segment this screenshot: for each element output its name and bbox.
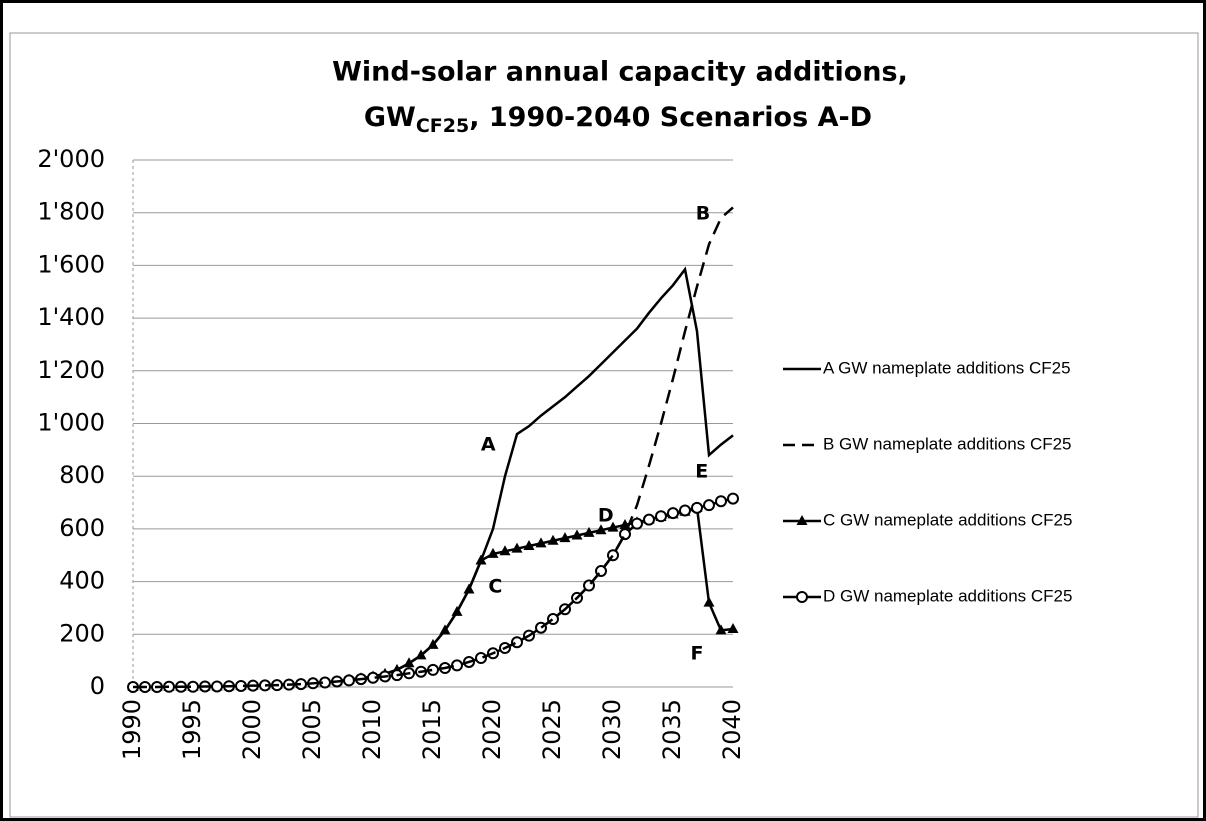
circle-marker (619, 528, 631, 541)
x-tick-label: 2010 (358, 699, 386, 760)
circle-marker (511, 636, 523, 649)
annotation: B (696, 203, 710, 225)
x-tick-label: 2005 (298, 699, 326, 760)
y-tick-label: 1'600 (37, 250, 105, 278)
triangle-marker (463, 583, 475, 594)
circle-marker (691, 501, 703, 514)
circle-marker (643, 513, 655, 526)
triangle-marker (523, 540, 535, 551)
triangle-marker (547, 534, 559, 545)
triangle-marker (559, 532, 571, 543)
x-tick-label: 2015 (418, 699, 446, 760)
x-tick-label: 2040 (718, 699, 746, 760)
triangle-marker (727, 623, 739, 634)
circle-marker (667, 507, 679, 520)
y-tick-label: 200 (59, 619, 105, 647)
y-tick-label: 800 (59, 461, 105, 489)
title-subscript: CF25 (416, 115, 469, 137)
triangle-marker (583, 526, 595, 537)
triangle-marker (499, 545, 511, 556)
circle-marker (715, 495, 727, 508)
triangle-marker (415, 649, 427, 660)
legend-label: A GW nameplate additions CF25 (823, 358, 1071, 377)
triangle-marker (511, 542, 523, 553)
circle-marker (679, 504, 691, 517)
annotation: E (695, 460, 708, 482)
legend-label: D GW nameplate additions CF25 (823, 586, 1072, 605)
annotation: A (481, 434, 496, 456)
x-tick-label: 1995 (178, 699, 206, 760)
y-tick-label: 2'000 (37, 145, 105, 173)
circle-marker (655, 510, 667, 523)
triangle-marker (607, 521, 619, 532)
circle-marker (475, 652, 487, 665)
x-tick-label: 2025 (538, 699, 566, 760)
x-tick-label: 2020 (478, 699, 506, 760)
triangle-marker (451, 605, 463, 616)
annotation: D (598, 504, 614, 526)
x-tick-label: 1990 (118, 699, 146, 760)
series-line (133, 206, 734, 689)
triangle-marker (427, 638, 439, 649)
chart-frame (9, 32, 1199, 818)
y-tick-label: 0 (90, 672, 105, 700)
circle-marker (727, 492, 739, 505)
triangle-marker (439, 624, 451, 635)
chart-title: Wind-solar annual capacity additions, (332, 57, 908, 88)
x-tick-label: 2000 (238, 699, 266, 760)
y-tick-label: 1'000 (37, 409, 105, 437)
annotation: C (488, 575, 502, 597)
x-tick-label: 2035 (658, 699, 686, 760)
triangle-marker (796, 515, 808, 525)
circle-marker (631, 517, 643, 530)
circle-marker (343, 674, 355, 687)
triangle-marker (715, 624, 727, 635)
triangle-marker (535, 537, 547, 548)
triangle-marker (403, 657, 415, 668)
triangle-marker (703, 596, 715, 607)
legend-label: C GW nameplate additions CF25 (823, 510, 1072, 529)
y-tick-label: 1'800 (37, 198, 105, 226)
chart-title: GWCF25, 1990-2040 Scenarios A-D (364, 102, 872, 137)
annotation: F (691, 643, 704, 665)
y-tick-label: 1'400 (37, 303, 105, 331)
circle-marker (796, 591, 808, 603)
y-tick-label: 600 (59, 514, 105, 542)
triangle-marker (487, 547, 499, 558)
x-tick-label: 2030 (598, 699, 626, 760)
title-part: , 1990-2040 Scenarios A-D (469, 102, 872, 133)
y-tick-label: 1'200 (37, 356, 105, 384)
title-part: GW (364, 102, 416, 133)
triangle-marker (475, 554, 487, 565)
legend-label: B GW nameplate additions CF25 (823, 434, 1072, 453)
circle-marker (703, 499, 715, 512)
y-tick-label: 400 (59, 567, 105, 595)
triangle-marker (571, 529, 583, 540)
circle-marker (211, 680, 223, 693)
triangle-marker (595, 524, 607, 535)
